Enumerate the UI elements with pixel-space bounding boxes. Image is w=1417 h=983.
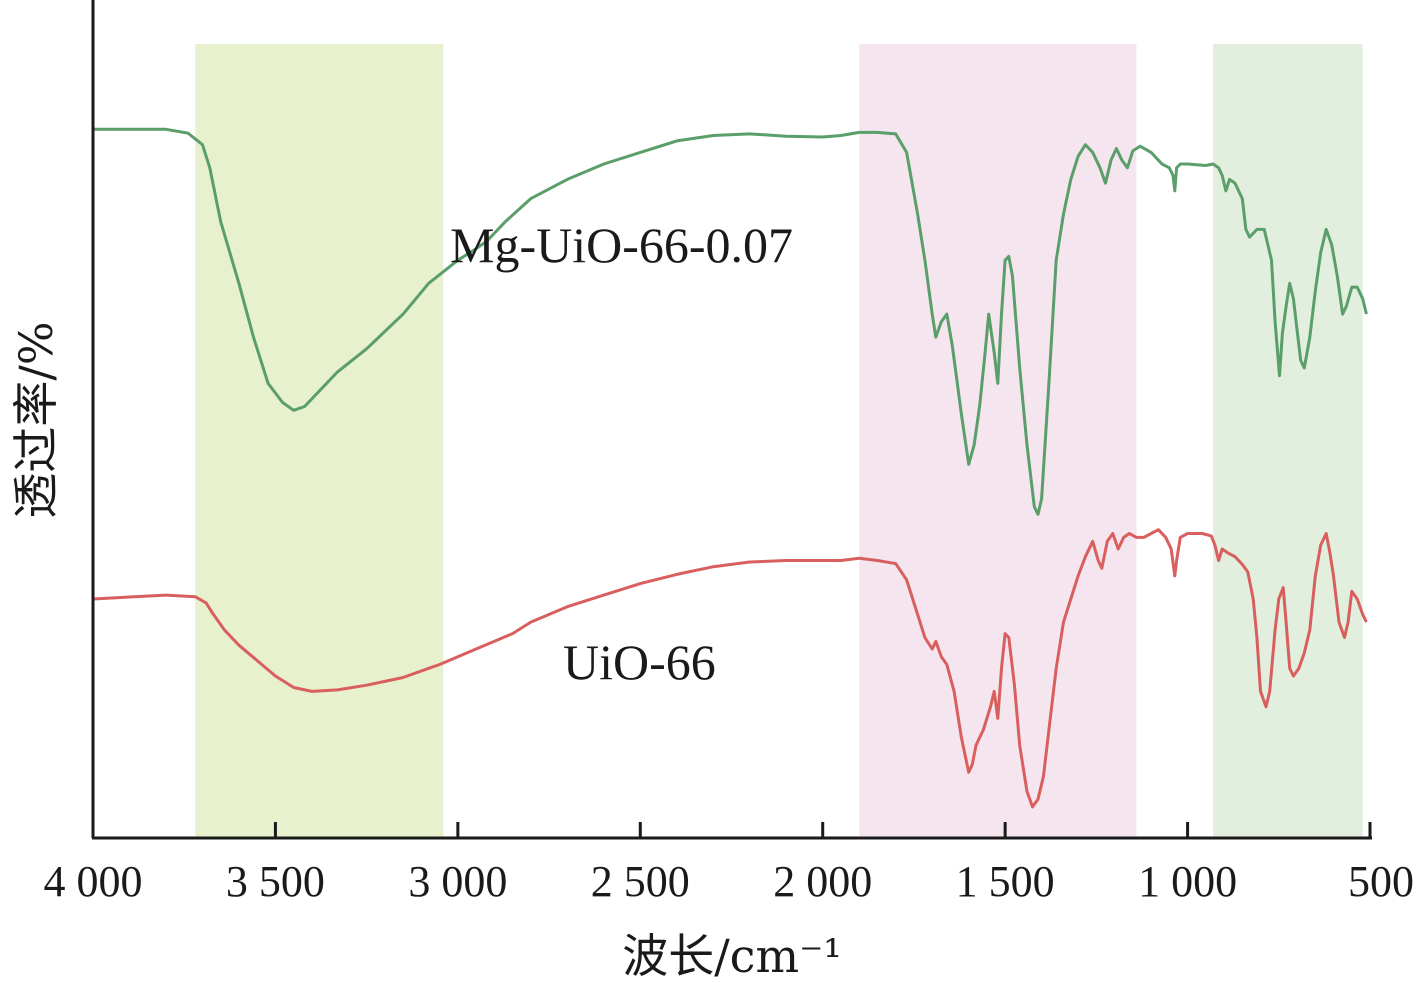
x-tick-label-3500: 3 500 [226, 857, 325, 906]
x-tick-label-2000: 2 000 [773, 857, 872, 906]
x-tick-label-500: 500 [1348, 857, 1414, 906]
series-layer [92, 127, 1368, 809]
highlight-band-1 [195, 44, 444, 838]
x-ticks: 4 000 3 500 3 000 2 500 2 000 1 500 1 000 500 [44, 822, 1414, 906]
series-label-uio-66: UiO-66 [563, 634, 716, 690]
x-tick-label-1500: 1 500 [956, 857, 1055, 906]
highlight-bands [195, 44, 1363, 838]
highlight-band-3 [1213, 44, 1363, 838]
x-tick-label-1000: 1 000 [1138, 857, 1237, 906]
x-tick-label-4000: 4 000 [44, 857, 143, 906]
axes [91, 0, 1372, 840]
series-label-mg-uio-66: Mg-UiO-66-0.07 [450, 217, 793, 273]
y-axis-title: 透过率/% [9, 321, 63, 518]
x-tick-label-3000: 3 000 [408, 857, 507, 906]
series-line-mg-uio-66-0-07 [93, 127, 1368, 516]
x-axis-title: 波长/cm⁻¹ [622, 929, 842, 983]
x-tick-label-2500: 2 500 [591, 857, 690, 906]
series-line-uio-66 [92, 528, 1368, 809]
